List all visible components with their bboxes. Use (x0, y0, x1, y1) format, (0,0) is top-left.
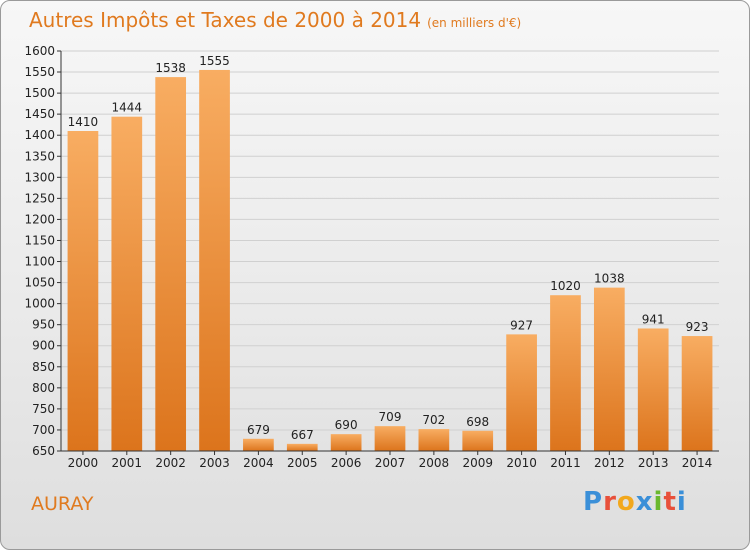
data-label: 1444 (112, 101, 143, 115)
logo-letter: x (635, 487, 654, 517)
logo-letter: r (603, 487, 617, 517)
bar (550, 295, 581, 451)
x-tick-label: 2007 (375, 456, 406, 470)
bar (199, 69, 230, 452)
y-tick-label: 900 (32, 339, 55, 353)
x-tick-label: 2011 (550, 456, 581, 470)
bar (374, 426, 406, 451)
bar (506, 334, 537, 451)
data-label: 679 (247, 423, 270, 437)
x-tick-label: 2005 (287, 456, 318, 470)
x-tick-label: 2009 (462, 456, 493, 470)
y-tick-label: 1100 (24, 255, 55, 269)
y-tick-label: 950 (32, 318, 55, 332)
bar (681, 336, 713, 451)
x-tick-label: 2000 (68, 456, 99, 470)
y-tick-label: 700 (32, 423, 55, 437)
logo-letter: P (583, 487, 604, 517)
bar (418, 429, 450, 451)
data-label: 1555 (199, 54, 230, 68)
data-label: 702 (422, 413, 445, 427)
logo-letter: i (676, 487, 687, 517)
x-tick-label: 2004 (243, 456, 274, 470)
logo-letter: i (653, 487, 664, 517)
y-tick-label: 1300 (24, 170, 55, 184)
data-label: 927 (510, 318, 533, 332)
bar (593, 287, 625, 451)
logo-letter: o (616, 487, 636, 517)
chart-title-text: Autres Impôts et Taxes de 2000 à 2014 (29, 8, 422, 32)
chart-unit: (en milliers d'€) (427, 16, 522, 30)
data-label: 1038 (594, 272, 625, 286)
x-tick-label: 2012 (594, 456, 625, 470)
y-tick-label: 1150 (24, 233, 55, 247)
data-label: 709 (379, 410, 402, 424)
y-tick-label: 850 (32, 360, 55, 374)
bar (637, 328, 669, 451)
y-tick-label: 800 (32, 381, 55, 395)
chart-title: Autres Impôts et Taxes de 2000 à 2014 (en… (29, 8, 521, 32)
y-tick-label: 650 (32, 444, 55, 458)
y-tick-label: 1500 (24, 86, 55, 100)
data-label: 690 (335, 418, 358, 432)
x-tick-label: 2008 (419, 456, 450, 470)
bar (462, 430, 494, 451)
y-tick-label: 1550 (24, 65, 55, 79)
data-label: 1410 (68, 115, 99, 129)
data-label: 941 (642, 312, 665, 326)
x-tick-label: 2014 (682, 456, 713, 470)
data-label: 1020 (550, 279, 581, 293)
data-label: 698 (466, 415, 489, 429)
bar (330, 434, 362, 451)
data-label: 667 (291, 428, 314, 442)
y-tick-label: 1000 (24, 297, 55, 311)
bar (243, 438, 274, 451)
bar (155, 77, 187, 452)
x-tick-label: 2002 (155, 456, 186, 470)
x-tick-label: 2013 (638, 456, 669, 470)
y-tick-label: 1450 (24, 107, 55, 121)
y-tick-label: 1400 (24, 128, 55, 142)
y-tick-label: 750 (32, 402, 55, 416)
x-tick-label: 2006 (331, 456, 362, 470)
y-tick-label: 1600 (24, 44, 55, 58)
y-tick-label: 1200 (24, 212, 55, 226)
logo-letter: t (663, 487, 677, 517)
x-tick-label: 2001 (112, 456, 143, 470)
data-label: 923 (686, 320, 709, 334)
data-label: 1538 (155, 61, 186, 75)
y-tick-label: 1050 (24, 276, 55, 290)
y-tick-label: 1350 (24, 149, 55, 163)
y-tick-label: 1250 (24, 191, 55, 205)
x-tick-label: 2003 (199, 456, 230, 470)
bar (286, 443, 318, 451)
x-tick-label: 2010 (506, 456, 537, 470)
bar (67, 131, 99, 451)
city-name: AURAY (31, 493, 94, 515)
bar (111, 116, 143, 452)
proxiti-logo[interactable]: Proxiti (583, 487, 687, 517)
